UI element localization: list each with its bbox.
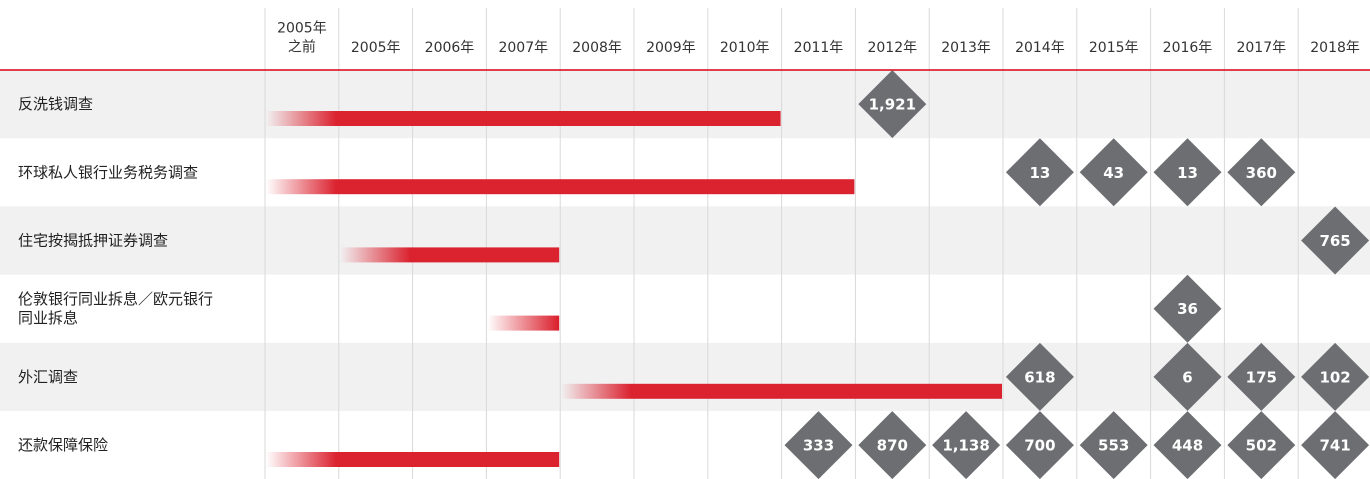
- fine-amount: 36: [1177, 300, 1198, 318]
- fine-diamond: [1153, 411, 1222, 479]
- fine-diamond: [1005, 342, 1074, 411]
- fine-diamond: [1005, 138, 1074, 207]
- fine-diamond: [858, 70, 927, 139]
- row-label: 反洗钱调查: [18, 95, 93, 113]
- column-header: 2013年: [941, 40, 991, 56]
- row-label: 伦敦银行同业拆息／欧元银行同业拆息: [18, 290, 213, 327]
- column-header: 2006年: [425, 40, 475, 56]
- fine-amount: 13: [1029, 164, 1050, 182]
- fine-diamond: [784, 411, 853, 479]
- column-header: 2005年之前: [277, 21, 327, 56]
- row-background: [0, 70, 1370, 139]
- row-background: [0, 342, 1370, 411]
- fine-amount: 765: [1319, 232, 1350, 250]
- column-header: 2015年: [1089, 40, 1139, 56]
- fine-diamond: [1301, 206, 1370, 275]
- column-header: 2017年: [1236, 40, 1286, 56]
- column-header: 2018年: [1310, 40, 1360, 56]
- period-bar: [266, 111, 781, 126]
- fine-diamond: [1301, 411, 1370, 479]
- fine-amount: 870: [877, 437, 908, 455]
- fine-amount: 448: [1172, 437, 1203, 455]
- period-bar: [561, 383, 1002, 399]
- fine-amount: 102: [1319, 368, 1350, 386]
- column-header: 2007年: [498, 40, 548, 56]
- column-header: 2016年: [1163, 40, 1213, 56]
- fine-diamond: [1301, 342, 1370, 411]
- fine-amount: 502: [1246, 437, 1277, 455]
- fine-diamond: [932, 411, 1001, 479]
- fine-diamond: [1005, 411, 1074, 479]
- fine-diamond: [1227, 342, 1296, 411]
- fine-amount: 175: [1246, 368, 1277, 386]
- row-label: 还款保障保险: [18, 436, 108, 454]
- fine-diamond: [1079, 138, 1148, 207]
- column-header: 2014年: [1015, 40, 1065, 56]
- fine-diamond: [1153, 274, 1222, 343]
- row-label: 环球私人银行业务税务调查: [18, 163, 198, 181]
- column-header: 2011年: [794, 40, 844, 56]
- fine-diamond: [1227, 138, 1296, 207]
- fine-diamond: [858, 411, 927, 479]
- column-header: 2005年: [351, 40, 401, 56]
- period-bar: [487, 315, 560, 331]
- fine-amount: 741: [1319, 437, 1350, 455]
- fine-diamond: [1153, 138, 1222, 207]
- fine-diamond: [1079, 411, 1148, 479]
- fine-amount: 553: [1098, 437, 1129, 455]
- fine-diamond: [1153, 342, 1222, 411]
- fine-amount: 6: [1182, 368, 1192, 386]
- column-header: 2012年: [867, 40, 917, 56]
- fine-diamond: [1227, 411, 1296, 479]
- period-bar: [339, 247, 560, 263]
- column-header: 2008年: [572, 40, 622, 56]
- fine-amount: 1,138: [942, 437, 989, 455]
- row-background: [0, 206, 1370, 275]
- fine-amount: 333: [803, 437, 834, 455]
- period-bar: [266, 179, 855, 195]
- fine-amount: 700: [1024, 437, 1055, 455]
- period-bar: [266, 452, 560, 467]
- column-header: 2010年: [720, 40, 770, 56]
- row-label: 住宅按揭抵押证券调查: [18, 231, 168, 249]
- fine-amount: 360: [1246, 164, 1277, 182]
- fine-amount: 13: [1177, 164, 1198, 182]
- fine-amount: 43: [1103, 164, 1124, 182]
- fine-amount: 1,921: [869, 96, 916, 114]
- fine-amount: 618: [1024, 368, 1055, 386]
- column-header: 2009年: [646, 40, 696, 56]
- row-label: 外汇调查: [18, 367, 78, 385]
